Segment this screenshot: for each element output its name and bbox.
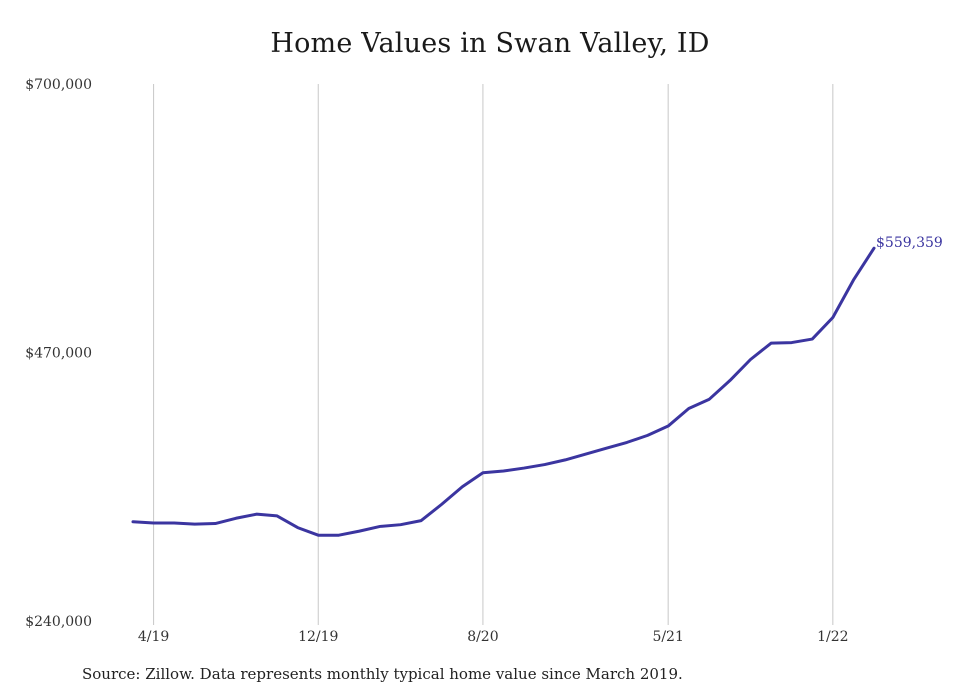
data-point — [193, 523, 196, 526]
end-value-label: $559,359 — [876, 235, 943, 251]
data-point — [708, 398, 711, 401]
data-point — [770, 342, 773, 345]
data-point — [564, 458, 567, 461]
x-tick-label: 1/22 — [817, 629, 848, 645]
data-point — [646, 434, 649, 437]
data-point — [852, 279, 855, 282]
data-point — [667, 425, 670, 428]
data-point — [461, 485, 464, 488]
data-point — [440, 503, 443, 506]
chart-title: Home Values in Swan Valley, ID — [270, 28, 710, 59]
data-point — [214, 522, 217, 525]
data-point — [379, 525, 382, 528]
series-line — [131, 246, 876, 537]
data-point — [605, 447, 608, 450]
data-point — [811, 338, 814, 341]
data-point — [502, 469, 505, 472]
x-tick-label: 8/20 — [467, 629, 498, 645]
data-point — [152, 521, 155, 524]
data-point — [420, 519, 423, 522]
x-tick-label: 4/19 — [138, 629, 169, 645]
data-point — [481, 471, 484, 474]
data-point — [584, 453, 587, 456]
data-point — [399, 523, 402, 526]
data-point — [358, 530, 361, 533]
data-point — [317, 534, 320, 537]
y-axis-labels: $700,000 $470,000 $240,000 — [25, 77, 92, 630]
data-point — [543, 463, 546, 466]
data-point — [255, 513, 258, 516]
data-point — [276, 514, 279, 517]
x-axis-labels: 4/19 12/19 8/20 5/21 1/22 — [138, 629, 849, 645]
source-note: Source: Zillow. Data represents monthly … — [82, 665, 683, 683]
data-point — [831, 316, 834, 319]
gridlines — [153, 84, 834, 625]
data-point — [626, 441, 629, 444]
data-point — [790, 341, 793, 344]
data-point — [173, 521, 176, 524]
x-tick-label: 12/19 — [298, 629, 338, 645]
data-point — [749, 358, 752, 361]
series-layer: $559,359 — [131, 235, 943, 537]
data-point — [337, 534, 340, 537]
data-point — [687, 407, 690, 410]
data-point — [234, 517, 237, 520]
x-tick-label: 5/21 — [652, 629, 683, 645]
data-point — [523, 467, 526, 470]
y-tick-label: $700,000 — [25, 77, 92, 93]
data-point — [296, 526, 299, 529]
data-point — [132, 520, 135, 523]
data-point — [728, 379, 731, 382]
y-tick-label: $470,000 — [25, 346, 92, 362]
y-tick-label: $240,000 — [25, 614, 92, 630]
